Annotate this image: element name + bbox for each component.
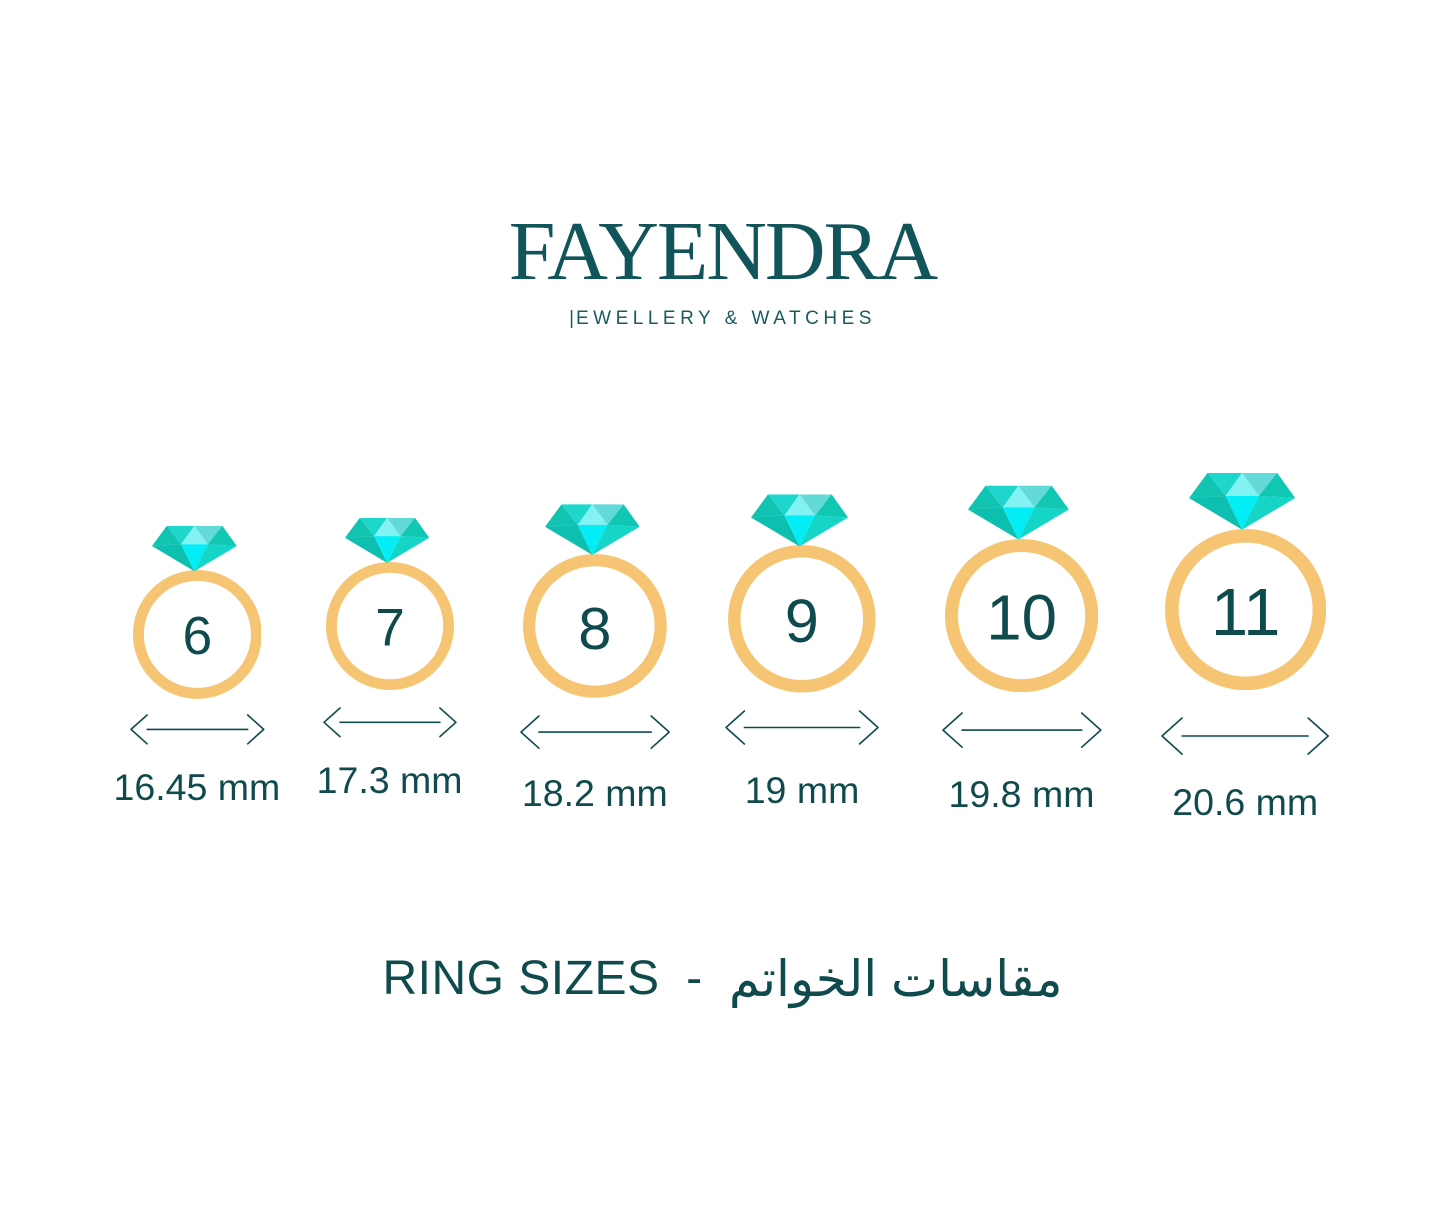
svg-text:9: 9: [785, 587, 819, 655]
svg-text:10: 10: [986, 582, 1057, 653]
svg-text:11: 11: [1210, 575, 1280, 650]
svg-text:8: 8: [578, 595, 611, 662]
svg-text:6: 6: [182, 607, 212, 666]
svg-text:7: 7: [375, 599, 405, 658]
